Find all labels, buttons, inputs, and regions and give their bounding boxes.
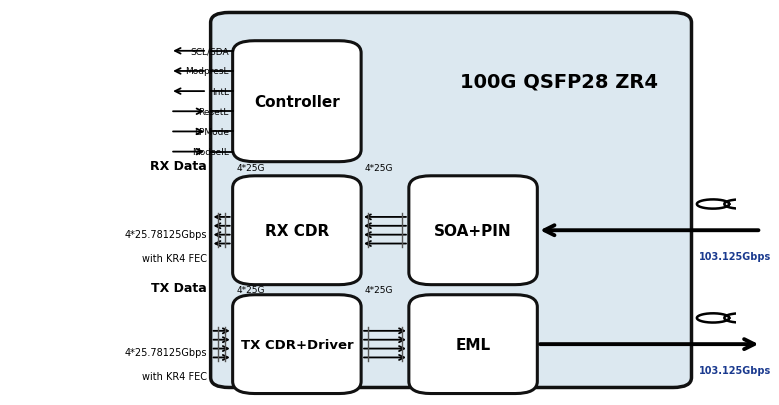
Text: 100G QSFP28 ZR4: 100G QSFP28 ZR4: [460, 72, 658, 91]
Text: SOA+PIN: SOA+PIN: [434, 223, 512, 238]
FancyBboxPatch shape: [233, 176, 361, 285]
Text: 103.125Gbps: 103.125Gbps: [699, 252, 771, 262]
Text: 4*25G: 4*25G: [365, 164, 393, 173]
FancyBboxPatch shape: [210, 13, 692, 388]
Text: 4*25.78125Gbps: 4*25.78125Gbps: [125, 347, 207, 357]
Text: with KR4 FEC: with KR4 FEC: [142, 371, 207, 382]
Text: SCL/SDA: SCL/SDA: [190, 47, 229, 56]
Text: TX CDR+Driver: TX CDR+Driver: [241, 338, 353, 351]
FancyBboxPatch shape: [409, 176, 538, 285]
Text: with KR4 FEC: with KR4 FEC: [142, 254, 207, 264]
FancyBboxPatch shape: [233, 42, 361, 162]
Text: 4*25G: 4*25G: [365, 286, 393, 294]
Text: EML: EML: [456, 337, 491, 352]
Text: RX CDR: RX CDR: [265, 223, 329, 238]
Text: 103.125Gbps: 103.125Gbps: [699, 365, 771, 375]
FancyBboxPatch shape: [233, 295, 361, 394]
Text: 4*25.78125Gbps: 4*25.78125Gbps: [125, 230, 207, 240]
Text: IntL: IntL: [212, 87, 229, 96]
Text: TX Data: TX Data: [151, 281, 207, 294]
Text: ResetL: ResetL: [199, 107, 229, 117]
Text: 4*25G: 4*25G: [236, 286, 265, 294]
FancyBboxPatch shape: [409, 295, 538, 394]
Text: ModselL: ModselL: [192, 148, 229, 157]
Text: LPMode: LPMode: [194, 128, 229, 136]
Text: RX Data: RX Data: [150, 160, 207, 173]
Text: 4*25G: 4*25G: [236, 164, 265, 173]
Text: Controller: Controller: [254, 94, 340, 109]
Text: ModpresL: ModpresL: [185, 67, 229, 76]
